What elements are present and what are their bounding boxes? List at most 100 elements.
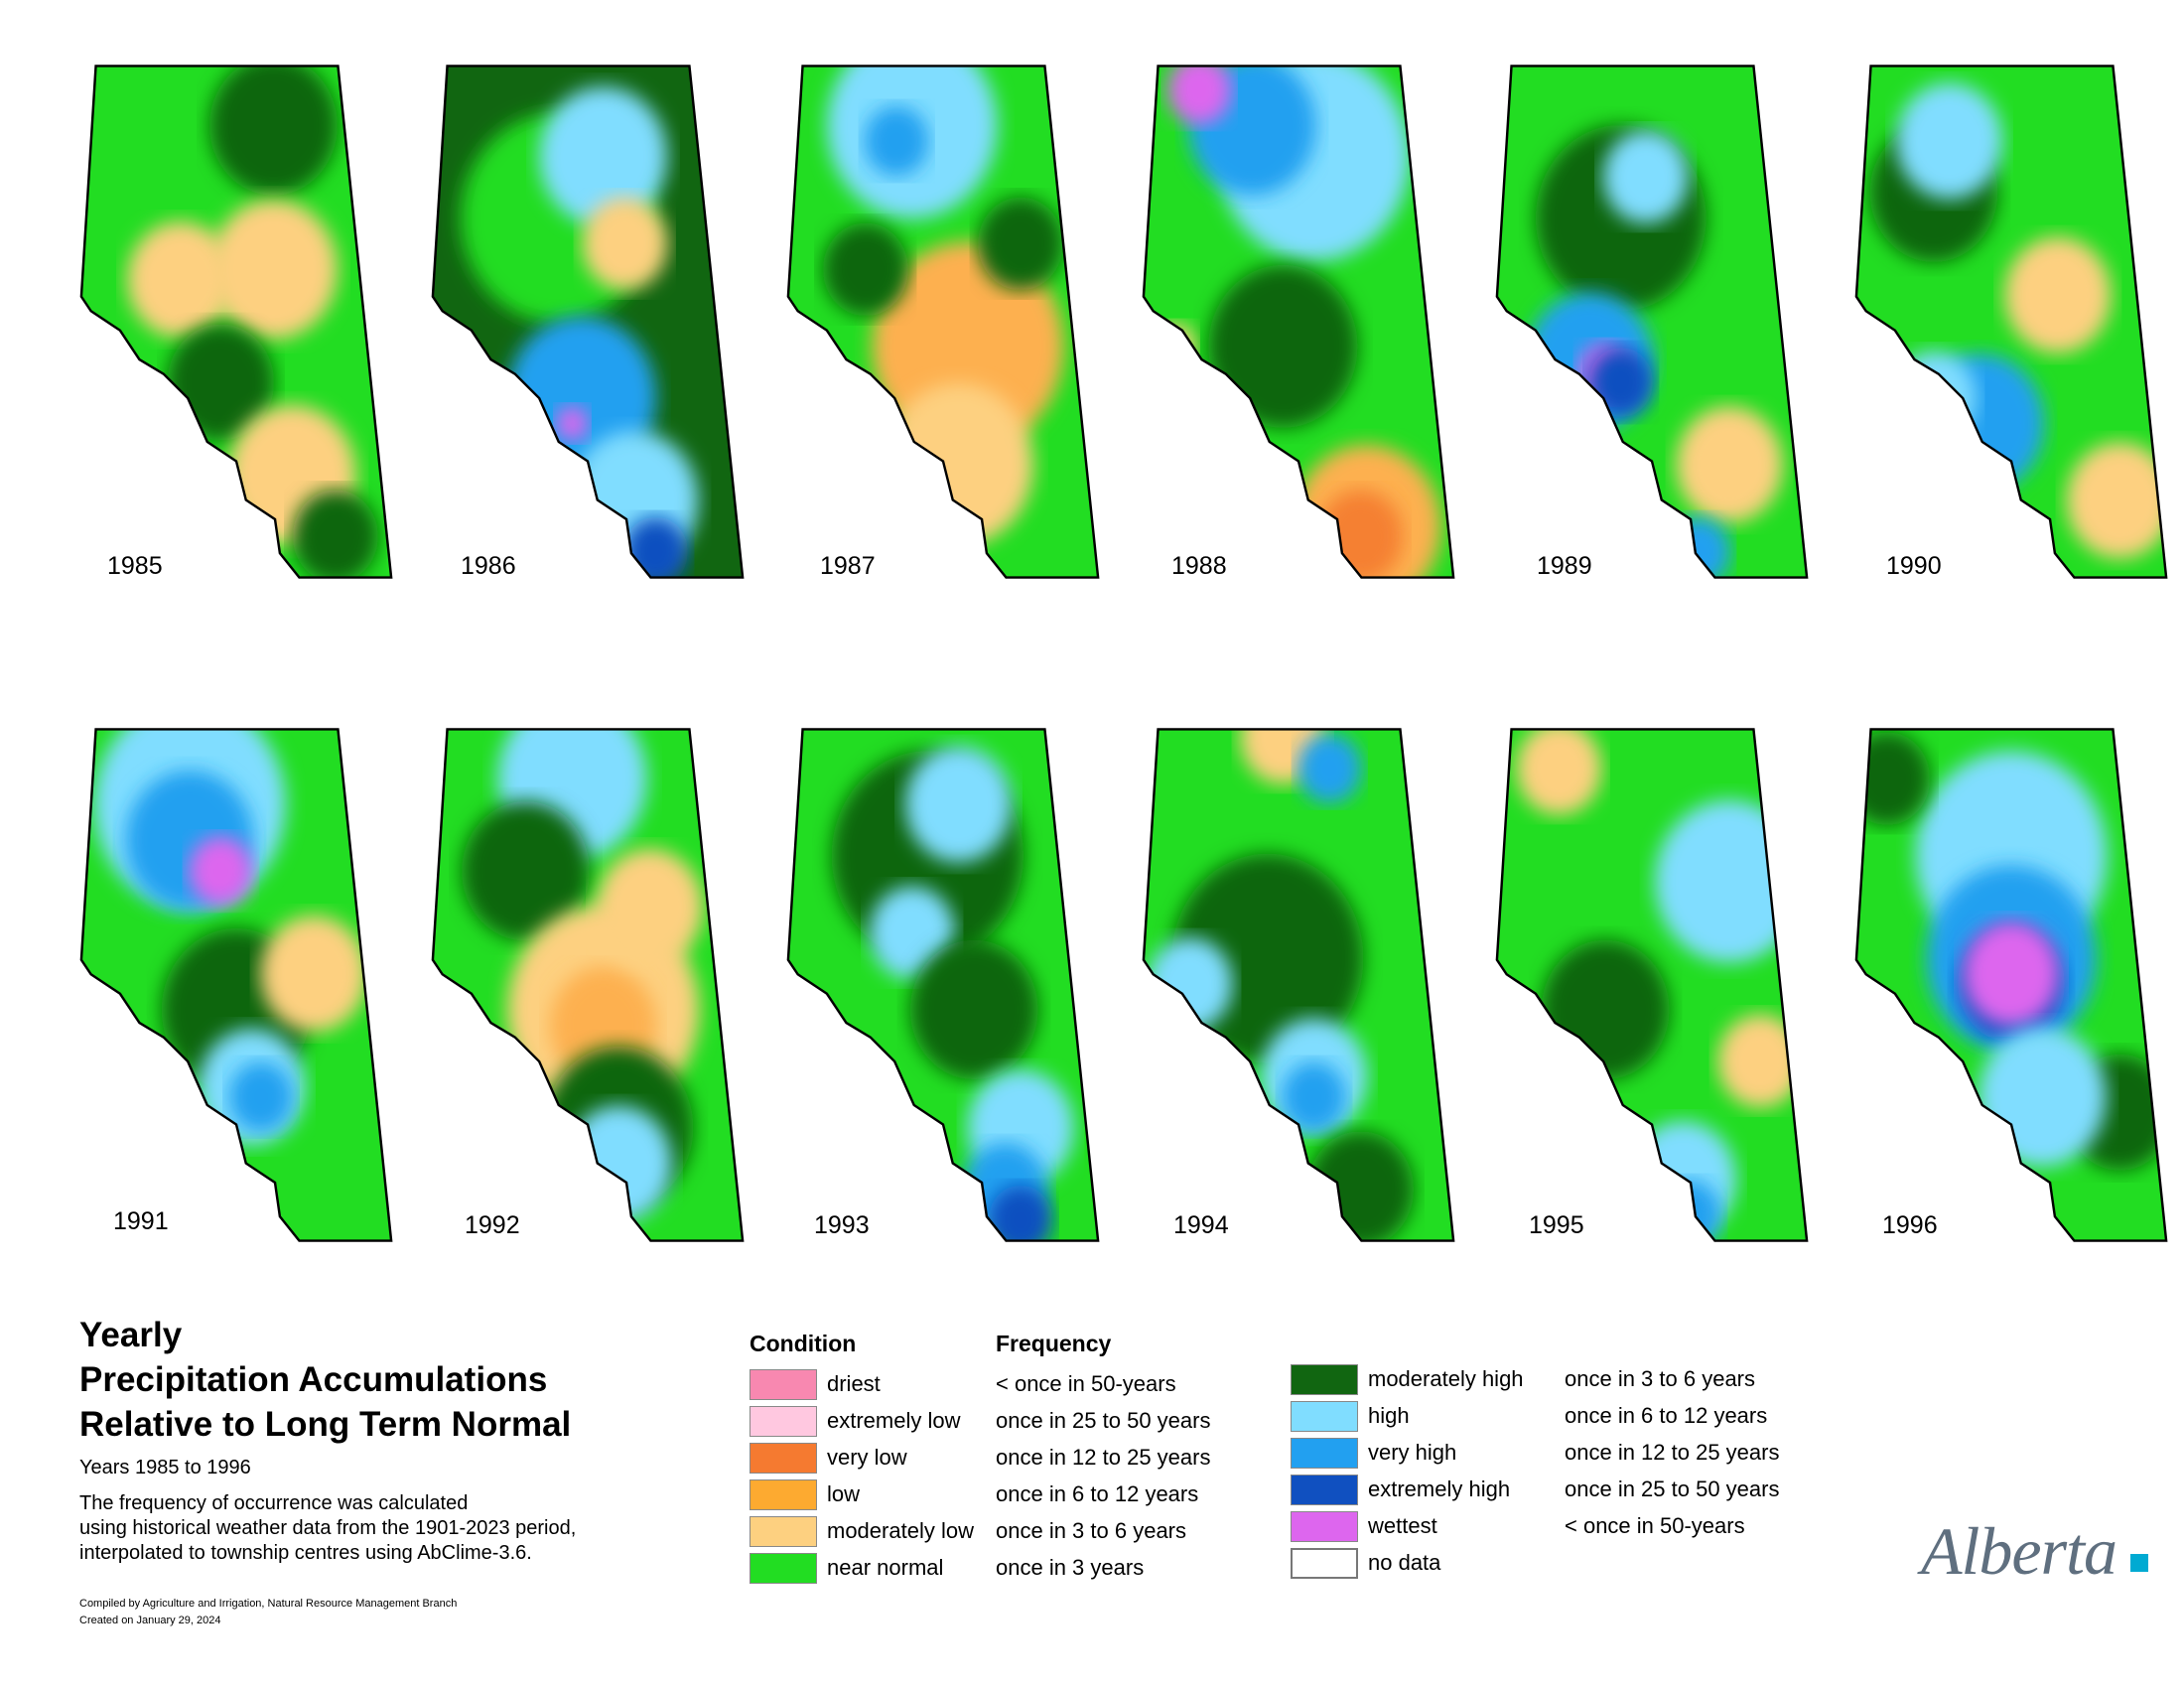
precip-region bbox=[2004, 236, 2112, 353]
precip-region bbox=[787, 1022, 825, 1069]
precip-region bbox=[1153, 323, 1196, 370]
map-year-label: 1994 bbox=[1173, 1211, 1229, 1239]
precip-region bbox=[1717, 1014, 1804, 1108]
map-1993: 1993 bbox=[784, 719, 1102, 1251]
precip-region bbox=[1916, 353, 2045, 493]
province-outline bbox=[1854, 65, 2168, 579]
legend-swatch-wettest bbox=[1291, 1511, 1358, 1542]
title-line-2: Precipitation Accumulations bbox=[79, 1360, 548, 1399]
precip-region bbox=[623, 516, 688, 578]
precip-region bbox=[2066, 442, 2167, 559]
alberta-map-1988 bbox=[1142, 65, 1455, 579]
precip-region bbox=[884, 382, 1033, 546]
province-outline bbox=[431, 65, 745, 579]
legend-condition-wet: no data bbox=[1368, 1550, 1441, 1575]
map-1990: 1990 bbox=[1852, 56, 2170, 588]
map-1985: 1985 bbox=[77, 56, 395, 588]
map-1992: 1992 bbox=[429, 719, 747, 1251]
alberta-logo-square-icon bbox=[2130, 1554, 2148, 1572]
precip-region bbox=[1676, 406, 1783, 523]
legend-frequency-dry: once in 3 years bbox=[996, 1555, 1145, 1580]
precip-region bbox=[1541, 939, 1670, 1080]
precip-region bbox=[127, 221, 234, 339]
alberta-map-1985 bbox=[79, 65, 393, 579]
legend-swatch-high bbox=[1291, 1401, 1358, 1432]
methodology-note: The frequency of occurrence was calculat… bbox=[79, 1491, 675, 1566]
precip-region bbox=[1297, 733, 1362, 803]
legend-swatch-extremely-low bbox=[750, 1406, 817, 1437]
precip-region bbox=[582, 197, 668, 291]
map-year-label: 1991 bbox=[113, 1207, 169, 1235]
alberta-map-1994 bbox=[1142, 728, 1455, 1242]
legend-swatch-near-normal bbox=[750, 1553, 817, 1584]
precip-region bbox=[1147, 937, 1233, 1031]
legend-frequency-wet: once in 3 to 6 years bbox=[1565, 1366, 1756, 1391]
title-line-1: Yearly bbox=[79, 1316, 183, 1354]
legend-frequency-dry: once in 3 to 6 years bbox=[996, 1518, 1187, 1543]
legend-condition-wet: moderately high bbox=[1368, 1366, 1524, 1391]
precip-region bbox=[1963, 921, 2060, 1027]
map-year-label: 1993 bbox=[814, 1211, 870, 1239]
map-1994: 1994 bbox=[1140, 719, 1457, 1251]
precip-region bbox=[904, 746, 1013, 863]
legend-condition-dry: low bbox=[827, 1481, 861, 1506]
precip-region bbox=[1978, 1027, 2107, 1168]
legend-swatch-low bbox=[750, 1479, 817, 1510]
precip-region bbox=[462, 801, 590, 941]
legend-frequency-dry: once in 6 to 12 years bbox=[996, 1481, 1199, 1506]
precip-region bbox=[1282, 1061, 1346, 1132]
legend-condition-dry: extremely low bbox=[827, 1408, 961, 1433]
legend-frequency-wet: once in 6 to 12 years bbox=[1565, 1403, 1768, 1428]
legend-condition-dry: driest bbox=[827, 1371, 881, 1396]
map-1989: 1989 bbox=[1493, 56, 1811, 588]
legend-swatch-driest bbox=[750, 1369, 817, 1400]
legend-frequency-wet: < once in 50-years bbox=[1565, 1513, 1745, 1538]
legend-frequency-dry: once in 25 to 50 years bbox=[996, 1408, 1211, 1433]
precip-region bbox=[909, 939, 1038, 1080]
map-year-label: 1989 bbox=[1537, 552, 1592, 580]
precip-region bbox=[978, 197, 1063, 291]
alberta-map-1996 bbox=[1854, 728, 2168, 1242]
alberta-logo: Alberta bbox=[1921, 1513, 2117, 1589]
province-outline bbox=[786, 65, 1100, 579]
precip-region bbox=[864, 105, 929, 177]
legend-condition-wet: extremely high bbox=[1368, 1477, 1511, 1501]
alberta-map-1991 bbox=[79, 728, 393, 1242]
province-outline bbox=[1142, 65, 1455, 579]
legend-swatch-moderately-high bbox=[1291, 1364, 1358, 1395]
legend-condition-wet: very high bbox=[1368, 1440, 1457, 1465]
precip-region bbox=[1666, 516, 1731, 578]
map-year-label: 1987 bbox=[820, 552, 876, 580]
map-1996: 1996 bbox=[1852, 719, 2170, 1251]
map-year-label: 1986 bbox=[461, 552, 516, 580]
province-outline bbox=[79, 728, 393, 1242]
legend-frequency-wet: once in 25 to 50 years bbox=[1565, 1477, 1780, 1501]
legend-swatch-moderately-low bbox=[750, 1516, 817, 1547]
province-outline bbox=[1142, 728, 1455, 1242]
note-line-3: interpolated to township centres using A… bbox=[79, 1542, 532, 1564]
precip-region bbox=[260, 915, 367, 1033]
legend-frequency-dry: < once in 50-years bbox=[996, 1371, 1176, 1396]
legend-condition-header: Condition bbox=[750, 1331, 857, 1356]
alberta-map-1987 bbox=[786, 65, 1100, 579]
map-1991: 1991 bbox=[77, 719, 395, 1251]
map-year-label: 1996 bbox=[1882, 1211, 1938, 1239]
legend-swatch-no-data bbox=[1291, 1548, 1358, 1579]
precip-region bbox=[228, 1061, 294, 1132]
precip-region bbox=[556, 405, 589, 441]
alberta-map-1992 bbox=[431, 728, 745, 1242]
legend-condition-dry: moderately low bbox=[827, 1518, 974, 1543]
precip-region bbox=[1166, 66, 1232, 125]
legend-condition-wet: high bbox=[1368, 1403, 1410, 1428]
province-outline bbox=[786, 728, 1100, 1242]
legend-swatch-extremely-high bbox=[1291, 1475, 1358, 1505]
precip-region bbox=[1208, 264, 1358, 428]
map-year-label: 1990 bbox=[1886, 552, 1942, 580]
province-outline bbox=[431, 728, 745, 1242]
precip-region bbox=[1588, 347, 1653, 418]
map-1988: 1988 bbox=[1140, 56, 1457, 588]
legend-frequency-dry: once in 12 to 25 years bbox=[996, 1445, 1211, 1470]
credit-compiled: Compiled by Agriculture and Irrigation, … bbox=[79, 1598, 458, 1610]
alberta-map-1989 bbox=[1495, 65, 1809, 579]
precip-region bbox=[1317, 490, 1404, 578]
